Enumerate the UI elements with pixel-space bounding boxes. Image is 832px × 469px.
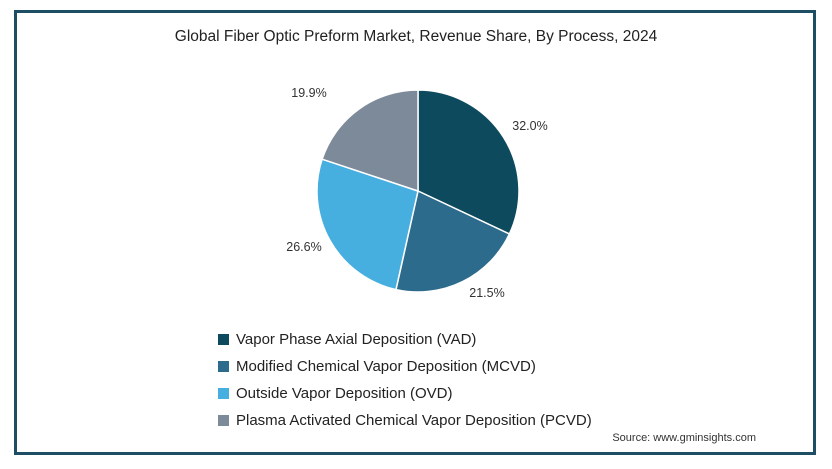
legend-label: Plasma Activated Chemical Vapor Depositi… xyxy=(236,412,592,429)
pie-slices xyxy=(316,89,520,293)
slice-percent-label: 32.0% xyxy=(512,119,547,133)
slice-percent-label: 26.6% xyxy=(286,240,321,254)
legend-label: Outside Vapor Deposition (OVD) xyxy=(236,385,453,402)
legend-item: Plasma Activated Chemical Vapor Depositi… xyxy=(218,407,592,434)
legend-swatch xyxy=(218,415,229,426)
slice-percent-label: 21.5% xyxy=(469,286,504,300)
pie-slice xyxy=(316,158,419,291)
legend-swatch xyxy=(218,334,229,345)
source-note: Source: www.gminsights.com xyxy=(612,432,756,444)
legend-swatch xyxy=(218,388,229,399)
chart-title: Global Fiber Optic Preform Market, Reven… xyxy=(174,28,658,45)
legend-item: Modified Chemical Vapor Deposition (MCVD… xyxy=(218,353,592,380)
legend-label: Vapor Phase Axial Deposition (VAD) xyxy=(236,331,477,348)
pie-slice xyxy=(417,89,520,236)
pie-labels: 32.0% 21.5% 26.6% 19.9% xyxy=(286,86,547,300)
pie-slice xyxy=(395,189,511,293)
chart-legend: Vapor Phase Axial Deposition (VAD) Modifi… xyxy=(218,326,592,434)
slice-percent-label: 19.9% xyxy=(291,86,326,100)
legend-swatch xyxy=(218,361,229,372)
pie-slice xyxy=(321,89,419,193)
legend-item: Outside Vapor Deposition (OVD) xyxy=(218,380,592,407)
legend-item: Vapor Phase Axial Deposition (VAD) xyxy=(218,326,592,353)
legend-label: Modified Chemical Vapor Deposition (MCVD… xyxy=(236,358,536,375)
